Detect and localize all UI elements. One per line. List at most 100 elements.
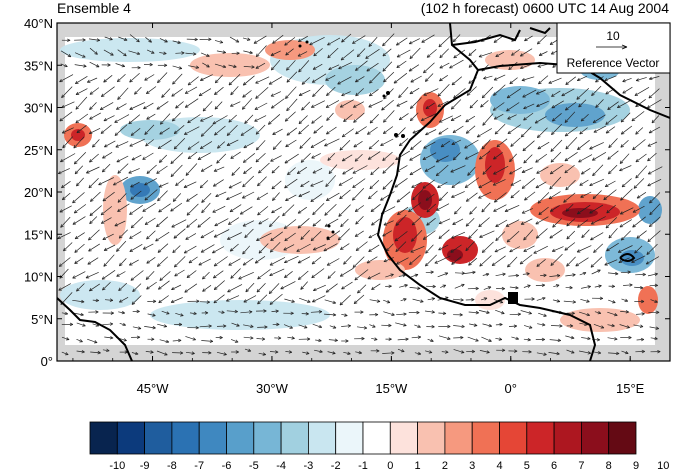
wind-vector <box>171 112 181 122</box>
wind-vector <box>492 102 505 111</box>
wind-vector <box>565 179 576 191</box>
wind-vector <box>212 270 224 279</box>
wind-vector <box>104 36 113 41</box>
colorbar-label: -5 <box>249 460 259 471</box>
wind-vector <box>394 178 408 188</box>
wind-vector <box>98 177 114 186</box>
wind-vector <box>326 258 340 266</box>
wind-vector <box>297 270 309 280</box>
wind-vector <box>426 217 436 226</box>
wind-vector <box>74 257 84 264</box>
wind-vector <box>606 204 616 214</box>
colorbar-swatch <box>526 421 555 455</box>
wind-vector <box>508 349 518 353</box>
wind-vector <box>189 311 197 316</box>
colorbar-swatch <box>116 421 146 455</box>
wind-vector <box>269 350 279 354</box>
wind-vector <box>270 98 285 109</box>
wind-vector <box>548 191 561 200</box>
wind-vector <box>144 217 156 225</box>
wind-vector <box>465 115 476 123</box>
colorbar-label: -8 <box>167 460 177 471</box>
wind-vector <box>382 151 393 161</box>
wind-vector <box>255 62 266 69</box>
wind-vector <box>310 138 326 148</box>
wind-vector <box>325 283 338 293</box>
ensemble-label: Ensemble 4 <box>57 0 131 16</box>
wind-vector <box>270 50 281 56</box>
wind-vector <box>353 141 363 148</box>
wind-vector <box>467 286 479 291</box>
wind-vector <box>213 280 225 291</box>
wind-vector <box>355 88 364 97</box>
wind-vector <box>393 72 408 84</box>
wind-vector <box>632 139 646 151</box>
wind-vector <box>576 204 591 215</box>
wind-vector <box>506 102 520 112</box>
wind-vector <box>76 177 84 187</box>
wind-vector <box>286 127 298 136</box>
wind-vector <box>479 255 492 267</box>
wind-vector <box>481 86 494 99</box>
wind-vector <box>465 297 475 302</box>
wind-vector <box>647 141 658 147</box>
colorbar-label: 3 <box>469 460 475 471</box>
wind-vector <box>354 205 365 212</box>
wind-vector <box>422 230 436 240</box>
wind-vector <box>340 49 355 61</box>
wind-vector <box>398 138 409 147</box>
wind-vector <box>200 230 214 239</box>
wind-vector <box>283 219 297 229</box>
wind-vector <box>184 98 199 108</box>
colorbar-swatch <box>553 421 582 455</box>
wind-vector <box>478 191 492 199</box>
wind-vector <box>437 181 448 189</box>
wind-vector <box>435 164 449 177</box>
forecast-label: (102 h forecast) 0600 UTC 14 Aug 2004 <box>420 0 669 16</box>
wind-vector <box>511 336 520 341</box>
wind-vector <box>212 179 224 187</box>
wind-vector <box>509 246 521 253</box>
wind-vector <box>88 229 100 241</box>
wind-vector <box>438 115 453 123</box>
wind-vector <box>414 351 422 356</box>
wind-vector <box>201 202 211 214</box>
wind-vector <box>589 142 604 150</box>
wind-vector <box>412 298 424 303</box>
wind-vector <box>481 139 491 150</box>
wind-vector <box>172 338 182 343</box>
wind-vector <box>59 74 74 83</box>
wind-vector <box>172 73 183 85</box>
lat-tick-label: 25°N <box>24 143 53 158</box>
wind-vector <box>145 350 154 354</box>
wind-vector <box>414 324 421 328</box>
wind-vector <box>216 351 227 356</box>
wind-vector <box>549 229 563 239</box>
wind-vector <box>382 33 395 47</box>
wind-vector <box>312 84 324 98</box>
wind-vector <box>326 86 336 97</box>
reference-vector-magnitude: 10 <box>606 29 620 43</box>
wind-vector <box>285 139 297 148</box>
wind-vector <box>479 310 490 314</box>
wind-vector <box>184 86 198 94</box>
wind-vector <box>100 86 115 97</box>
wind-vector <box>535 337 545 342</box>
colorbar-swatch <box>171 421 200 455</box>
wind-vector <box>258 243 269 254</box>
wind-vector <box>282 204 295 217</box>
wind-vector <box>119 322 126 327</box>
wind-vector <box>103 254 115 267</box>
wind-vector <box>466 349 475 354</box>
wind-vector <box>451 256 462 265</box>
wind-vector <box>311 153 321 159</box>
wind-vector <box>465 125 476 134</box>
wind-vector <box>605 114 618 125</box>
wind-vector <box>341 339 349 343</box>
wind-vector <box>593 125 607 133</box>
wind-vector <box>424 165 436 172</box>
wind-vector <box>172 193 182 202</box>
colorbar-label: 7 <box>578 460 584 471</box>
wind-vector <box>60 63 68 68</box>
colorbar-label: -1 <box>358 460 368 471</box>
